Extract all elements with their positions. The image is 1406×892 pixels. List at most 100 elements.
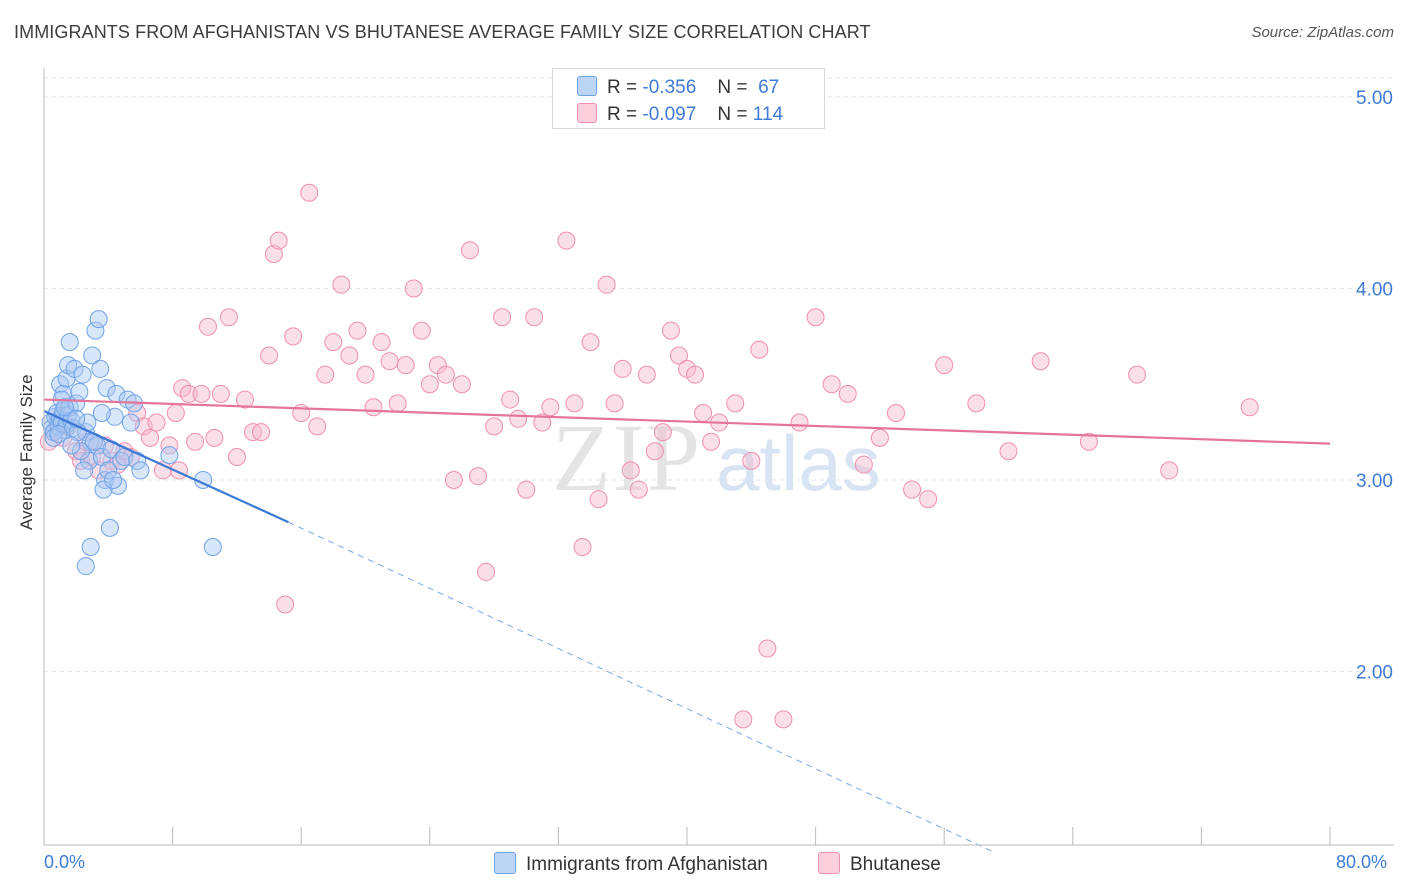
afghanistan-point [92,403,111,422]
chart-title: IMMIGRANTS FROM AFGHANISTAN VS BHUTANESE… [14,22,871,42]
afghanistan-point [203,538,222,557]
legend-r-value: -0.356 [642,77,697,98]
afghanistan-point [60,333,79,352]
afghanistan-point [97,379,116,398]
bhutanese-point [525,308,544,327]
afghanistan-point [91,359,110,378]
bhutanese-point [396,356,415,375]
afghanistan-point [86,321,105,340]
legend-n-value: 67 [758,77,780,98]
bhutanese-point [147,413,166,432]
bhutanese-point [219,308,238,327]
bhutanese-point [653,423,672,442]
afghanistan-point [121,413,140,432]
bhutanese-point [340,346,359,365]
bhutanese-point [886,403,905,422]
afghanistan-point [70,382,89,401]
bhutanese-point [292,403,311,422]
y-tick-label: 3.00 [1356,471,1393,492]
bhutanese-point [1079,432,1098,451]
legend-n-label: N = [717,77,748,98]
afghanistan-point [62,436,81,455]
series-legend: Immigrants from Afghanistan Bhutanese [0,850,1406,880]
afghanistan-point [89,310,108,329]
afghanistan-point [71,442,90,461]
bhutanese-point [870,428,889,447]
afghanistan-point [76,557,95,576]
bhutanese-point [838,384,857,403]
series-legend-bhutanese: Bhutanese [818,852,941,876]
bhutanese-point [822,375,841,394]
afghanistan-point [100,518,119,537]
bhutanese-point [264,245,283,264]
bhutanese-point [557,231,576,250]
legend-swatch-blue [577,76,597,96]
bhutanese-point [790,413,809,432]
bhutanese-point [332,275,351,294]
x-tick-label-max: 80.0% [1336,852,1388,872]
bhutanese-point [645,442,664,461]
bhutanese-point [380,352,399,371]
legend-swatch-pink [577,103,597,123]
bhutanese-point [166,403,185,422]
bhutanese-point [597,275,616,294]
bhutanese-point [919,490,938,509]
series-legend-afghanistan: Immigrants from Afghanistan [494,852,768,876]
afghanistan-trend-line [43,410,289,524]
afghanistan-point [83,346,102,365]
bhutanese-point [452,375,471,394]
legend-n-value: 114 [752,104,784,125]
bhutanese-point [694,403,713,422]
bhutanese-point [999,442,1018,461]
bhutanese-point [211,384,230,403]
bhutanese-point [661,321,680,340]
bhutanese-point [276,595,295,614]
y-tick-label: 5.00 [1356,88,1393,109]
bhutanese-point [412,321,431,340]
afghanistan-point [99,461,118,480]
bhutanese-point [179,384,198,403]
bhutanese-point [308,417,327,436]
bhutanese-point [565,394,584,413]
bhutanese-point [141,428,160,447]
bhutanese-point [436,365,455,384]
bhutanese-point [573,538,592,557]
series-swatch-pink [818,852,840,874]
afghanistan-point [67,394,86,413]
bhutanese-point [621,461,640,480]
afghanistan-point [160,446,179,465]
correlation-legend: R = -0.356 N = 67 R = -0.097 N = 114 [552,68,825,129]
bhutanese-point [854,455,873,474]
series-label-bhutanese: Bhutanese [850,854,941,875]
bhutanese-point [198,317,217,336]
source-label: Source: ZipAtlas.com [1251,24,1394,41]
bhutanese-point [734,710,753,729]
bhutanese-point [469,467,488,486]
bhutanese-point [356,365,375,384]
legend-r-label: R = [607,104,638,125]
y-tick-label: 4.00 [1356,280,1393,301]
bhutanese-point [581,333,600,352]
afghanistan-point [81,538,100,557]
y-axis-title: Average Family Size [17,374,36,530]
bhutanese-point [1160,461,1179,480]
bhutanese-point [742,451,761,470]
afghanistan-point [108,476,127,495]
bhutanese-point [485,417,504,436]
bhutanese-point [533,413,552,432]
afghanistan-point [131,461,150,480]
bhutanese-point [388,394,407,413]
bhutanese-point [192,384,211,403]
x-tick-label-min: 0.0% [44,852,86,872]
bhutanese-point [1031,352,1050,371]
bhutanese-point [493,308,512,327]
bhutanese-point [460,241,479,260]
bhutanese-point [227,448,246,467]
bhutanese-point [1240,398,1259,417]
afghanistan-point [94,480,113,499]
bhutanese-point [67,442,86,461]
bhutanese-point [517,480,536,499]
bhutanese-point [758,639,777,658]
afghanistan-point [49,425,68,444]
bhutanese-point [1128,365,1147,384]
